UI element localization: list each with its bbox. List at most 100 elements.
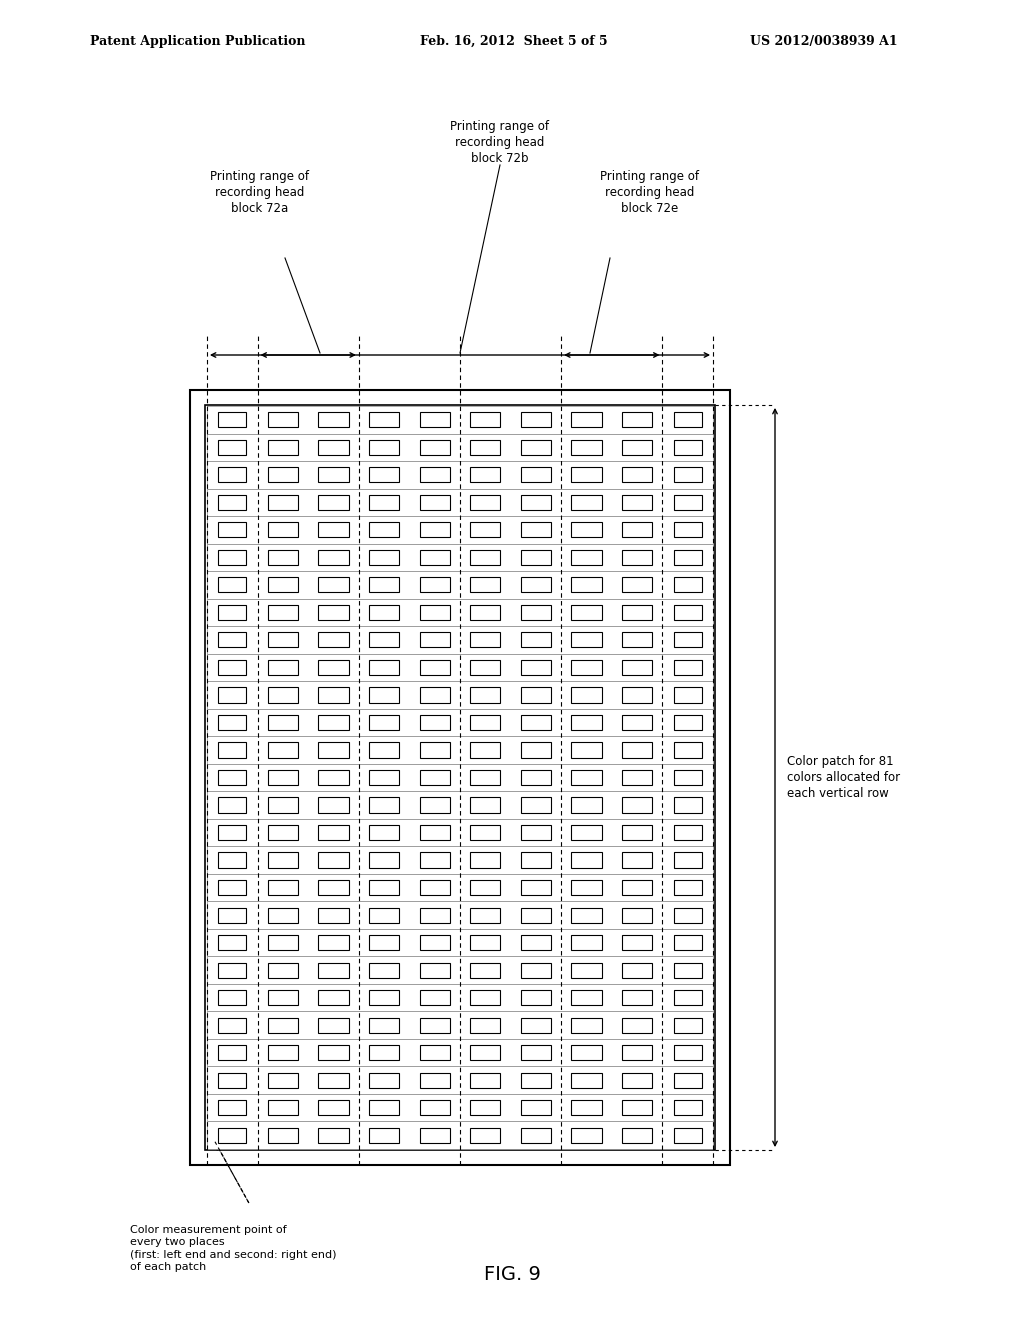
Bar (521, 467, 551, 482)
Bar (674, 632, 701, 648)
Bar (470, 962, 501, 978)
Bar (674, 440, 701, 455)
Bar (218, 935, 246, 950)
Bar (521, 1100, 551, 1115)
Bar (218, 797, 246, 813)
Bar (521, 495, 551, 510)
Bar (674, 853, 701, 867)
Bar (521, 550, 551, 565)
Bar (369, 523, 399, 537)
Bar (571, 853, 602, 867)
Bar (470, 908, 501, 923)
Bar (218, 825, 246, 840)
Bar (521, 962, 551, 978)
Bar (571, 1100, 602, 1115)
Bar (318, 742, 349, 758)
Bar (420, 495, 450, 510)
Bar (218, 1045, 246, 1060)
Bar (470, 1073, 501, 1088)
Bar (369, 908, 399, 923)
Bar (571, 1045, 602, 1060)
Bar (521, 688, 551, 702)
Bar (470, 632, 501, 648)
Bar (420, 908, 450, 923)
Bar (521, 853, 551, 867)
Bar (521, 935, 551, 950)
Bar (369, 467, 399, 482)
Bar (420, 550, 450, 565)
Bar (470, 467, 501, 482)
Bar (420, 1100, 450, 1115)
Bar (571, 825, 602, 840)
Bar (622, 495, 652, 510)
Bar (420, 467, 450, 482)
Bar (369, 990, 399, 1006)
Bar (674, 523, 701, 537)
Bar (622, 880, 652, 895)
Bar (207, 681, 713, 709)
Bar (571, 440, 602, 455)
Bar (470, 770, 501, 785)
Bar (369, 797, 399, 813)
Bar (674, 550, 701, 565)
Bar (521, 440, 551, 455)
Bar (571, 962, 602, 978)
Bar (571, 495, 602, 510)
Bar (218, 715, 246, 730)
Bar (420, 660, 450, 675)
Bar (267, 605, 298, 620)
Bar (267, 523, 298, 537)
Bar (318, 825, 349, 840)
Bar (207, 544, 713, 572)
Bar (207, 488, 713, 516)
Bar (521, 1127, 551, 1143)
Bar (267, 688, 298, 702)
Bar (369, 440, 399, 455)
Bar (521, 990, 551, 1006)
Bar (218, 880, 246, 895)
Bar (207, 1094, 713, 1122)
Bar (470, 1100, 501, 1115)
Bar (674, 495, 701, 510)
Bar (622, 990, 652, 1006)
Text: Color measurement point of
every two places
(first: left end and second: right e: Color measurement point of every two pla… (130, 1225, 337, 1272)
Bar (571, 412, 602, 428)
Bar (218, 1018, 246, 1032)
Bar (218, 770, 246, 785)
Bar (521, 797, 551, 813)
Bar (622, 797, 652, 813)
Bar (571, 880, 602, 895)
Bar (622, 632, 652, 648)
Bar (674, 990, 701, 1006)
Bar (622, 1127, 652, 1143)
Bar (318, 797, 349, 813)
Bar (318, 495, 349, 510)
Bar (318, 1073, 349, 1088)
Bar (470, 853, 501, 867)
Bar (267, 660, 298, 675)
Bar (521, 715, 551, 730)
Bar (218, 990, 246, 1006)
Bar (205, 405, 715, 1150)
Bar (521, 605, 551, 620)
Bar (318, 632, 349, 648)
Bar (267, 1073, 298, 1088)
Bar (674, 962, 701, 978)
Bar (571, 550, 602, 565)
Bar (470, 577, 501, 593)
Bar (267, 440, 298, 455)
Bar (267, 770, 298, 785)
Bar (369, 688, 399, 702)
Bar (622, 1018, 652, 1032)
Bar (207, 626, 713, 653)
Bar (369, 660, 399, 675)
Bar (622, 742, 652, 758)
Bar (571, 770, 602, 785)
Bar (218, 908, 246, 923)
Bar (470, 688, 501, 702)
Bar (521, 1073, 551, 1088)
Bar (267, 495, 298, 510)
Bar (470, 1045, 501, 1060)
Bar (369, 825, 399, 840)
Bar (267, 632, 298, 648)
